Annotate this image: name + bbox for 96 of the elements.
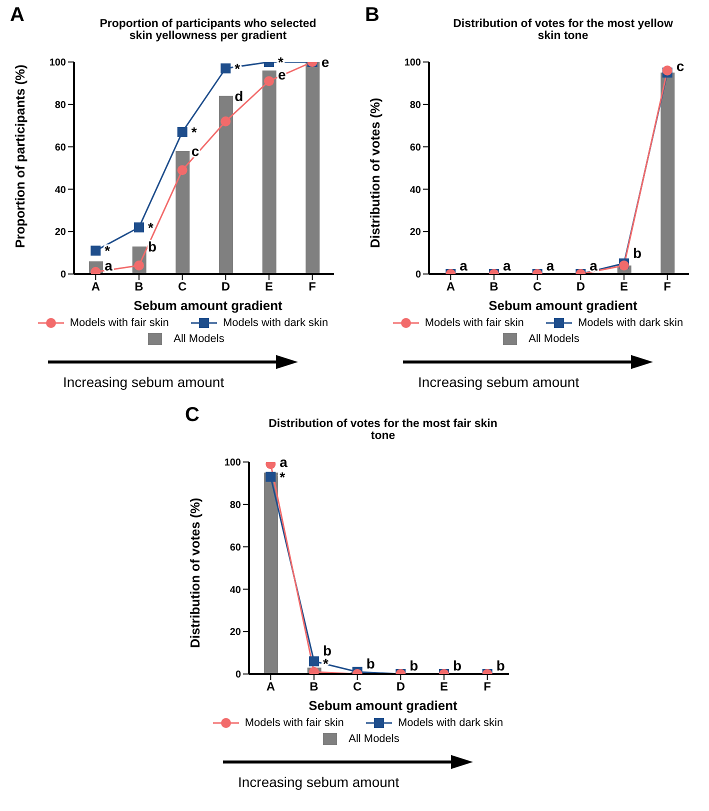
annotation: a — [280, 454, 288, 470]
annotation: a — [104, 258, 113, 274]
y-tick-label: 80 — [54, 100, 66, 111]
legend-label: Models with fair skin — [424, 317, 524, 329]
x-tick-label: B — [310, 680, 319, 694]
legend-label: All Models — [528, 333, 580, 345]
bar — [306, 62, 320, 274]
chart-title: Distribution of votes for the most yellow skin tone — [452, 18, 674, 44]
x-axis-title: Sebum amount gradient — [308, 698, 458, 713]
x-tick-label: D — [576, 280, 586, 294]
annotation: * — [191, 124, 198, 140]
point — [177, 165, 188, 176]
legend-label: Models with dark skin — [398, 717, 504, 729]
text: C — [185, 404, 200, 427]
point — [177, 126, 188, 137]
annotation: a — [503, 258, 511, 274]
text: Increasing sebum amount — [418, 374, 580, 390]
y-tick-label: 80 — [230, 500, 242, 511]
chart-title: Proportion of participants who selected skin yellowness per gradient — [98, 18, 318, 44]
point — [264, 76, 274, 86]
annotation: a — [460, 258, 468, 274]
y-tick-label: 0 — [60, 270, 66, 281]
y-axis-title: Distribution of votes (%) — [188, 498, 203, 648]
annotation: * — [148, 219, 154, 236]
y-tick-label: 100 — [404, 58, 422, 69]
point — [134, 222, 144, 232]
y-tick-label: 20 — [230, 627, 242, 638]
text: A — [10, 4, 24, 27]
x-tick-label: F — [308, 280, 316, 294]
annotation: a — [546, 258, 554, 274]
text: B — [365, 4, 380, 27]
y-tick-label: 0 — [415, 270, 422, 281]
annotation: c — [676, 58, 684, 74]
y-tick-label: 60 — [410, 142, 422, 154]
annotation: b — [323, 642, 332, 659]
annotation: b — [496, 658, 505, 674]
x-axis-title: Sebum amount gradient — [132, 298, 284, 313]
legend-label: Models with dark skin — [222, 317, 328, 329]
x-tick-label: F — [484, 680, 492, 694]
annotation: b — [410, 658, 418, 674]
x-tick-label: F — [664, 280, 672, 294]
y-axis-title: Proportion of participants (%) — [12, 64, 28, 248]
y-tick-label: 40 — [410, 184, 422, 196]
point — [220, 116, 231, 126]
y-axis-title: Distribution of votes (%) — [368, 98, 383, 248]
legend-label: All Models — [174, 333, 224, 345]
annotation: * — [104, 242, 111, 259]
annotation: b — [148, 238, 157, 254]
x-tick-label: E — [620, 280, 628, 294]
x-tick-label: A — [91, 280, 100, 294]
x-tick-label: D — [221, 280, 230, 294]
annotation: e — [321, 54, 330, 70]
x-tick-label: C — [532, 280, 542, 294]
x-tick-label: E — [440, 680, 448, 694]
annotation: b — [366, 655, 375, 672]
y-tick-label: 80 — [410, 100, 422, 111]
annotation: d — [234, 88, 244, 104]
bar — [264, 472, 278, 674]
bar — [262, 70, 276, 274]
point — [662, 65, 672, 76]
bar — [219, 96, 233, 274]
y-tick-label: 100 — [224, 458, 242, 469]
chart-title: Distribution of votes for the most fair skin tone — [268, 418, 498, 444]
annotation: b — [633, 244, 642, 261]
point — [134, 260, 144, 271]
point — [90, 246, 101, 256]
y-tick-label: 40 — [54, 184, 66, 196]
x-tick-label: A — [266, 680, 276, 694]
x-tick-label: C — [352, 680, 362, 694]
point — [266, 472, 276, 482]
point — [220, 63, 231, 74]
annotation: c — [191, 143, 200, 160]
y-tick-label: 60 — [54, 142, 66, 154]
annotation: * — [280, 468, 286, 485]
x-tick-label: C — [178, 280, 187, 294]
x-tick-label: B — [490, 280, 499, 294]
x-tick-label: B — [134, 280, 144, 294]
y-tick-label: 0 — [235, 670, 242, 681]
text: Increasing sebum amount — [63, 374, 226, 390]
x-tick-label: A — [446, 280, 456, 294]
legend-label: Models with fair skin — [70, 317, 169, 329]
y-tick-label: 60 — [230, 542, 242, 554]
legend-label: Models with dark skin — [578, 317, 684, 329]
legend-label: Models with fair skin — [244, 717, 344, 729]
y-tick-label: 20 — [410, 227, 422, 238]
y-tick-label: 40 — [230, 584, 242, 596]
y-tick-label: 20 — [54, 227, 66, 238]
bar — [176, 151, 190, 274]
annotation: b — [453, 658, 462, 674]
text: Increasing sebum amount — [238, 774, 400, 790]
annotation: a — [590, 258, 598, 274]
y-tick-label: 100 — [49, 58, 66, 69]
x-tick-label: D — [396, 680, 406, 694]
legend-label: All Models — [348, 733, 400, 745]
x-axis-title: Sebum amount gradient — [488, 298, 638, 313]
x-tick-label: E — [264, 280, 274, 294]
